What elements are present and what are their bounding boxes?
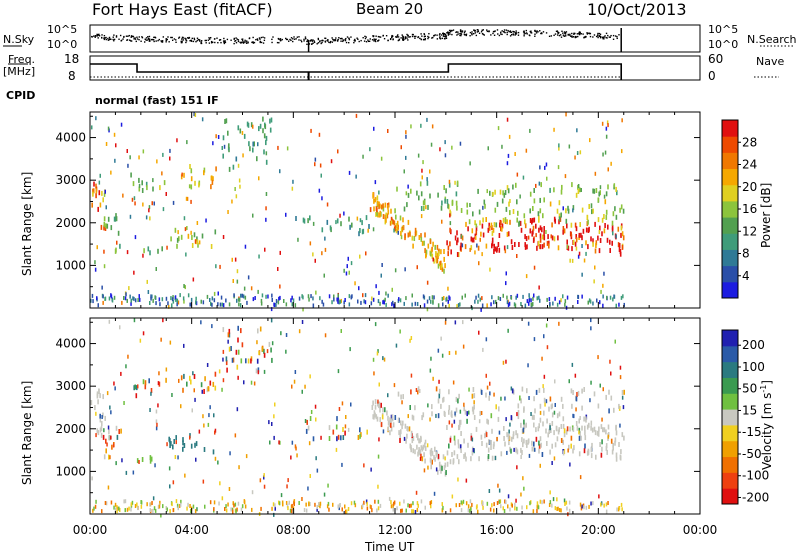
velocity-panel-colorbar-swatch — [722, 424, 738, 442]
freq-label: Freq. — [8, 53, 36, 66]
nsky-tick-bottom: 10^0 — [47, 38, 78, 51]
power-panel-ytick-label: 3000 — [55, 173, 86, 187]
station-title: Fort Hays East (fitACF) — [92, 0, 273, 19]
cpid-label: CPID — [6, 89, 36, 102]
velocity-panel-colorbar-swatch — [722, 440, 738, 458]
power-panel-colorbar-swatch — [722, 200, 738, 218]
power-panel-cells — [90, 112, 625, 312]
power-panel-colorbar-swatch — [722, 168, 738, 186]
x-axis-label: Time UT — [365, 540, 415, 554]
power-panel-colorbar-swatch — [722, 184, 738, 202]
velocity-panel-ytick-label: 3000 — [55, 379, 86, 393]
velocity-panel-colorbar-swatch — [722, 488, 738, 505]
freq-panel-frame — [89, 55, 701, 81]
power-panel-colorbar-tick-label: 4 — [742, 269, 750, 283]
velocity-panel-ytick-label: 4000 — [55, 337, 86, 351]
nsky-series — [91, 29, 620, 46]
power-panel-colorbar-tick-label: 8 — [742, 247, 750, 261]
power-panel-colorbar-swatch — [722, 265, 738, 283]
power-panel-colorbar-tick-label: 12 — [742, 224, 757, 238]
power-panel-colorbar-swatch — [722, 120, 738, 137]
power-ylabel: Slant Range [km] — [20, 171, 34, 276]
velocity-panel-colorbar-swatch — [722, 345, 738, 363]
power-panel-colorbar-swatch — [722, 136, 738, 153]
beam-label: Beam 20 — [356, 0, 424, 18]
x-tick-label: 00:00 — [683, 523, 718, 537]
velocity-panel-colorbar-swatch — [722, 472, 738, 489]
velocity-panel-colorbar-frame — [721, 329, 739, 505]
velocity-panel-colorbar-tick-label: -100 — [742, 469, 769, 483]
power-panel-colorbar-swatch — [722, 233, 738, 250]
freq-series — [90, 63, 623, 80]
velocity-panel-colorbar-swatch — [722, 361, 738, 378]
velocity-colorbar-label: Velocity [m s-1] — [759, 380, 774, 470]
power-panel-colorbar-swatch — [722, 152, 738, 170]
freq-tick-top: 18 — [64, 52, 80, 66]
power-panel-colorbar-tick-label: 20 — [742, 180, 757, 194]
power-panel-ytick-label: 1000 — [55, 258, 86, 272]
x-tick-label: 12:00 — [378, 523, 413, 537]
velocity-panel-colorbar-tick-label: -200 — [742, 490, 769, 504]
x-tick-label: 20:00 — [581, 523, 616, 537]
velocity-panel-colorbar-tick-label: 100 — [742, 360, 765, 374]
nave-tick-top: 60 — [708, 52, 724, 66]
nsearch-tick-bottom: 10^0 — [708, 38, 739, 51]
velocity-panel-cells — [90, 318, 625, 518]
power-panel-colorbar-tick-label: 24 — [742, 158, 757, 172]
velocity-panel-colorbar-tick-label: 15 — [742, 403, 757, 417]
nsearch-tick-top: 10^5 — [708, 23, 739, 36]
nave-label: Nave — [756, 55, 785, 68]
nsky-panel-frame — [89, 24, 701, 53]
velocity-panel-colorbar-tick-label: 200 — [742, 338, 765, 352]
x-tick-label: 16:00 — [479, 523, 514, 537]
power-panel-colorbar-swatch — [722, 281, 738, 299]
x-tick-label: 00:00 — [73, 523, 108, 537]
velocity-panel-colorbar-swatch — [722, 409, 738, 426]
freq-tick-bottom: 8 — [68, 69, 76, 83]
power-colorbar-label: Power [dB] — [759, 182, 773, 248]
power-panel-ytick-label: 4000 — [55, 131, 86, 145]
x-tick-label: 08:00 — [276, 523, 311, 537]
velocity-panel-colorbar-swatch — [722, 456, 738, 473]
nsearch-label: N.Search — [747, 33, 797, 46]
x-tick-label: 04:00 — [174, 523, 209, 537]
freq-unit-label: [MHz] — [3, 65, 36, 78]
velocity-panel-colorbar-tick-label: 50 — [742, 382, 757, 396]
velocity-panel-colorbar-swatch — [722, 377, 738, 394]
power-panel-colorbar-swatch — [722, 217, 738, 234]
power-panel-colorbar-swatch — [722, 249, 738, 267]
velocity-panel-colorbar-swatch — [722, 393, 738, 410]
power-panel-colorbar-tick-label: 28 — [742, 135, 757, 149]
power-panel-ytick-label: 2000 — [55, 216, 86, 230]
velocity-panel-colorbar-swatch — [722, 330, 738, 347]
velocity-panel-colorbar-tick-label: -15 — [742, 425, 762, 439]
nsky-tick-top: 10^5 — [47, 23, 78, 36]
velocity-panel-ytick-label: 1000 — [55, 464, 86, 478]
nave-tick-bottom: 0 — [708, 69, 716, 83]
date-label: 10/Oct/2013 — [587, 0, 687, 19]
velocity-ylabel: Slant Range [km] — [20, 380, 34, 485]
velocity-panel-colorbar-tick-label: -50 — [742, 447, 762, 461]
velocity-panel-ytick-label: 2000 — [55, 422, 86, 436]
cpid-text: normal (fast) 151 IF — [95, 94, 219, 107]
power-panel-colorbar-tick-label: 16 — [742, 202, 757, 216]
nsky-label: N.Sky — [3, 33, 35, 46]
